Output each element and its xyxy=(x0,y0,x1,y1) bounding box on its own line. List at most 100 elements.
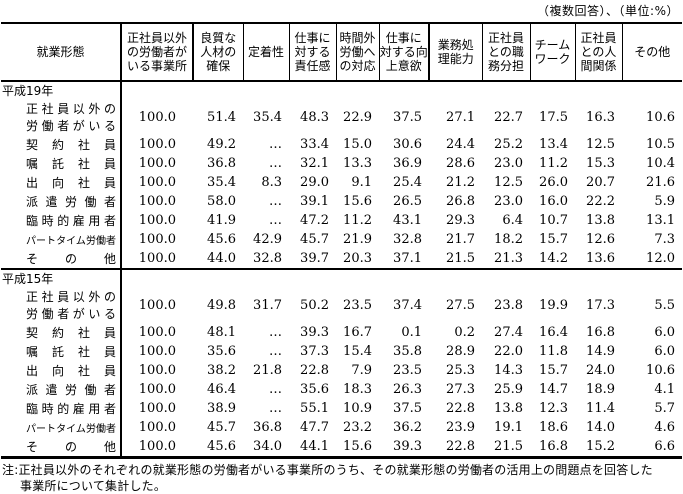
empty-cell xyxy=(429,268,482,287)
value-cell: 100.0 xyxy=(138,213,176,228)
value-cell: 22.8 xyxy=(446,439,475,454)
value-cell: 20.3 xyxy=(343,251,372,266)
value-cell: 47.7 xyxy=(300,420,329,435)
value-cell: 47.2 xyxy=(300,213,329,228)
value-cell: 39.1 xyxy=(300,194,329,209)
value-cell: 33.4 xyxy=(300,137,329,152)
value-cell: 22.8 xyxy=(300,363,329,378)
value-cell: 34.0 xyxy=(253,439,282,454)
value-cell: 13.8 xyxy=(586,213,615,228)
value-cell: 55.1 xyxy=(300,401,329,416)
value-cell: 23.2 xyxy=(343,420,372,435)
row-label: 正社員以外の 労働者がいる xyxy=(1,99,122,135)
value-cell: 18.6 xyxy=(539,420,568,435)
table-row: 契約社員 100.0 48.1 … 39.3 16.7 0.1 0.2 27.4 16.4 16.8… xyxy=(1,323,682,342)
empty-cell xyxy=(336,81,379,99)
value-cell: 38.2 xyxy=(207,363,236,378)
column-header-5: 時間外 労働へ の対応 xyxy=(335,23,379,82)
value-cell: 7.3 xyxy=(654,232,675,247)
row-label: 契約社員 xyxy=(1,135,122,154)
value-cell: 44.1 xyxy=(300,439,329,454)
value-cell: 10.6 xyxy=(646,363,675,378)
value-cell: 37.5 xyxy=(393,401,422,416)
empty-cell xyxy=(289,81,336,99)
value-cell: 45.6 xyxy=(207,439,236,454)
value-cell: 14.9 xyxy=(586,344,615,359)
value-cell: 100.0 xyxy=(138,194,176,209)
value-cell: 100.0 xyxy=(138,251,176,266)
value-cell: 12.0 xyxy=(646,251,675,266)
value-cell: 35.6 xyxy=(300,382,329,397)
value-cell: 15.4 xyxy=(343,344,372,359)
value-cell: 26.3 xyxy=(393,382,422,397)
empty-cell xyxy=(575,81,622,99)
value-cell: 21.8 xyxy=(253,363,282,378)
value-cell: 25.9 xyxy=(494,382,523,397)
value-cell: 28.9 xyxy=(446,344,475,359)
value-cell: 6.4 xyxy=(502,213,523,228)
value-cell: 12.6 xyxy=(586,232,615,247)
value-cell: 21.2 xyxy=(446,175,475,190)
value-cell: 36.2 xyxy=(393,420,422,435)
value-cell: 9.1 xyxy=(351,175,372,190)
value-cell: 100.0 xyxy=(138,439,176,454)
value-cell: 35.6 xyxy=(207,344,236,359)
table-row: パートタイム労働者 100.0 45.6 42.9 45.7 21.9 32.8 21.7 18… xyxy=(1,230,682,249)
value-cell: 27.3 xyxy=(446,382,475,397)
footnote-line-1: 注:正社員以外のそれぞれの就業形態の労働者がいる事業所のうち、その就業形態の労働… xyxy=(2,463,653,477)
value-cell: 11.8 xyxy=(539,344,568,359)
value-cell: 4.6 xyxy=(654,420,675,435)
value-cell: 45.6 xyxy=(207,232,236,247)
value-cell: 39.3 xyxy=(393,439,422,454)
unit-note: （複数回答）、（単位:%） xyxy=(537,4,679,18)
value-cell: … xyxy=(269,344,282,359)
empty-cell xyxy=(336,268,379,287)
corner-header-employment-type: 就業形態 xyxy=(1,23,122,82)
value-cell: 12.5 xyxy=(494,175,523,190)
table-row: その他 100.0 44.0 32.8 39.7 20.3 37.1 21.5 21.3 14.2… xyxy=(1,249,682,269)
value-cell: 22.8 xyxy=(446,401,475,416)
row-label: その他 xyxy=(1,437,122,458)
value-cell: 15.7 xyxy=(539,363,568,378)
section-label: 平成19年 xyxy=(1,81,122,99)
value-cell: 35.4 xyxy=(253,109,282,125)
value-cell: 16.0 xyxy=(539,194,568,209)
value-cell: 23.5 xyxy=(393,363,422,378)
value-cell: 45.7 xyxy=(207,420,236,435)
value-cell: 17.3 xyxy=(586,297,615,313)
value-cell: 100.0 xyxy=(138,175,176,190)
value-cell: 23.0 xyxy=(494,156,523,171)
value-cell: 48.3 xyxy=(300,109,329,125)
table-row: 臨時的雇用者 100.0 41.9 … 47.2 11.2 43.1 29.3 6.4 10.7 1… xyxy=(1,211,682,230)
value-cell: 10.4 xyxy=(646,156,675,171)
value-cell: 50.2 xyxy=(300,297,329,313)
value-cell: 14.2 xyxy=(539,251,568,266)
value-cell: 30.6 xyxy=(393,137,422,152)
empty-cell xyxy=(482,81,530,99)
value-cell: … xyxy=(269,213,282,228)
value-cell: 27.5 xyxy=(446,297,475,313)
value-cell: 14.3 xyxy=(494,363,523,378)
value-cell: 100.0 xyxy=(138,137,176,152)
value-cell: 13.3 xyxy=(343,156,372,171)
table-row: 臨時的雇用者 100.0 38.9 … 55.1 10.9 37.5 22.8 13.8 12.3… xyxy=(1,399,682,418)
value-cell: 49.2 xyxy=(207,137,236,152)
row-label: 嘱託社員 xyxy=(1,154,122,173)
empty-cell xyxy=(121,268,193,287)
value-cell: 11.4 xyxy=(586,401,615,416)
value-cell: 26.8 xyxy=(446,194,475,209)
value-cell: 100.0 xyxy=(138,297,176,313)
value-cell: 0.1 xyxy=(401,325,422,340)
value-cell: 23.0 xyxy=(494,194,523,209)
value-cell: 21.5 xyxy=(494,439,523,454)
value-cell: 16.7 xyxy=(343,325,372,340)
value-cell: … xyxy=(269,325,282,340)
value-cell: … xyxy=(269,156,282,171)
value-cell: 32.8 xyxy=(253,251,282,266)
value-cell: 26.5 xyxy=(393,194,422,209)
value-cell: 15.3 xyxy=(586,156,615,171)
value-cell: 37.1 xyxy=(393,251,422,266)
value-cell: 38.9 xyxy=(207,401,236,416)
header-row: 就業形態 正社員以外 の労働者が いる事業所 良質な 人材の 確保 定着性 仕事に 対… xyxy=(1,23,682,82)
column-header-1: 正社員以外 の労働者が いる事業所 xyxy=(120,23,193,82)
